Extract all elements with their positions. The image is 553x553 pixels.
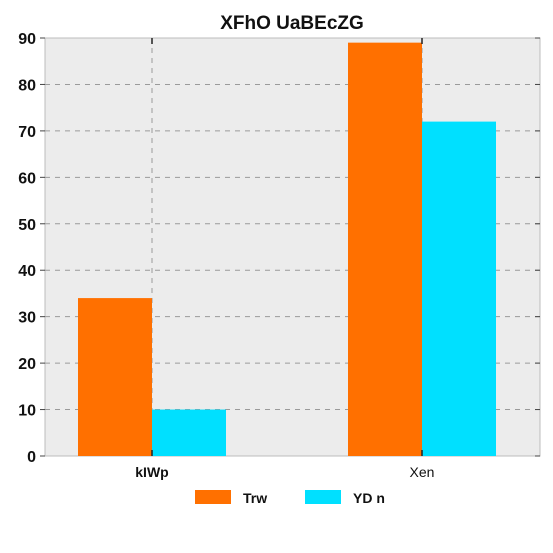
bar-trw-kiwp: [78, 298, 152, 456]
bar-yd-n-xen: [422, 121, 496, 456]
y-tick-label: 50: [18, 217, 36, 234]
y-tick-label: 80: [18, 77, 36, 94]
y-tick-label: 40: [18, 263, 36, 280]
y-tick-label: 70: [18, 124, 36, 141]
bar-yd-n-kiwp: [152, 409, 226, 456]
x-tick-label: Xen: [410, 464, 435, 480]
legend: Trw YD n: [195, 490, 385, 506]
y-tick-label: 20: [18, 356, 36, 373]
y-tick-label: 90: [18, 31, 36, 48]
legend-label: Trw: [243, 490, 267, 506]
chart-title: XFhO UaBEcZG: [220, 13, 364, 34]
x-tick-label: kIWp: [135, 464, 168, 480]
legend-swatch: [305, 490, 341, 504]
legend-swatch: [195, 490, 231, 504]
bar-trw-xen: [348, 42, 422, 457]
y-tick-label: 60: [18, 170, 36, 187]
legend-label: YD n: [353, 490, 385, 506]
bars: [78, 42, 496, 457]
axes: 0 10 20 30 40 50 60 70 80 90 kIWp Xen: [18, 31, 540, 480]
y-tick-label: 0: [27, 449, 36, 466]
y-tick-label: 10: [18, 403, 36, 420]
y-tick-label: 30: [18, 310, 36, 327]
